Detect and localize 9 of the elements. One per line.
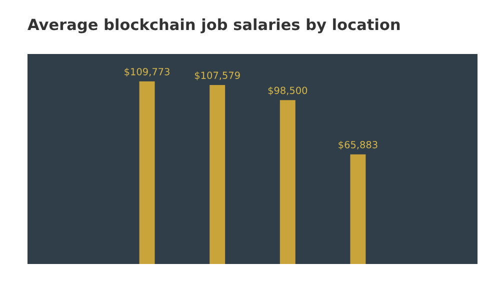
chart-title: Average blockchain job salaries by location <box>28 18 400 34</box>
bar <box>139 81 155 264</box>
bar <box>210 85 226 264</box>
data-label: $65,883 <box>338 140 378 150</box>
bar <box>350 154 366 264</box>
data-label: $98,500 <box>268 86 308 96</box>
data-label: $109,773 <box>124 68 170 77</box>
bar <box>280 100 296 264</box>
data-label: $107,579 <box>194 71 240 80</box>
